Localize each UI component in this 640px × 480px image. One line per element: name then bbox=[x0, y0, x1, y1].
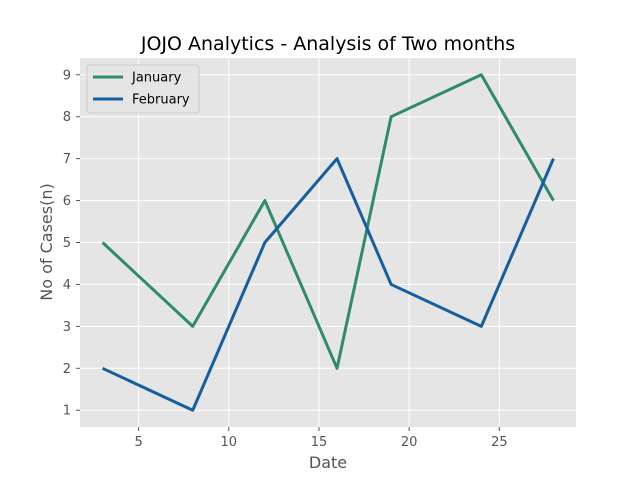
x-tick-label: 5 bbox=[134, 435, 142, 450]
y-tick-label: 8 bbox=[63, 110, 71, 125]
x-tick-label: 25 bbox=[491, 435, 508, 450]
y-tick-label: 3 bbox=[63, 320, 71, 335]
axis-ticks: 5 10 15 20 25 1 2 3 4 5 6 7 8 9 bbox=[63, 68, 508, 450]
grid-lines bbox=[80, 58, 576, 427]
series-line-february bbox=[101, 157, 555, 412]
y-tick-label: 9 bbox=[63, 68, 71, 83]
y-tick-label: 1 bbox=[63, 404, 71, 419]
legend-label-february: February bbox=[132, 93, 190, 108]
y-axis-label: No of Cases(n) bbox=[37, 183, 56, 300]
x-tick-label: 20 bbox=[401, 435, 418, 450]
legend-label-january: January bbox=[131, 71, 182, 86]
series-line-january bbox=[101, 73, 555, 370]
x-tick-label: 10 bbox=[221, 435, 238, 450]
y-tick-label: 2 bbox=[63, 362, 71, 377]
y-tick-label: 7 bbox=[63, 152, 71, 167]
y-tick-label: 5 bbox=[63, 236, 71, 251]
y-tick-label: 6 bbox=[63, 194, 71, 209]
legend: January February bbox=[86, 64, 200, 114]
x-tick-label: 15 bbox=[311, 435, 328, 450]
x-axis-label: Date bbox=[309, 453, 347, 472]
chart-title: JOJO Analytics - Analysis of Two months bbox=[140, 33, 515, 55]
y-tick-label: 4 bbox=[63, 278, 71, 293]
series-lines bbox=[101, 73, 555, 412]
